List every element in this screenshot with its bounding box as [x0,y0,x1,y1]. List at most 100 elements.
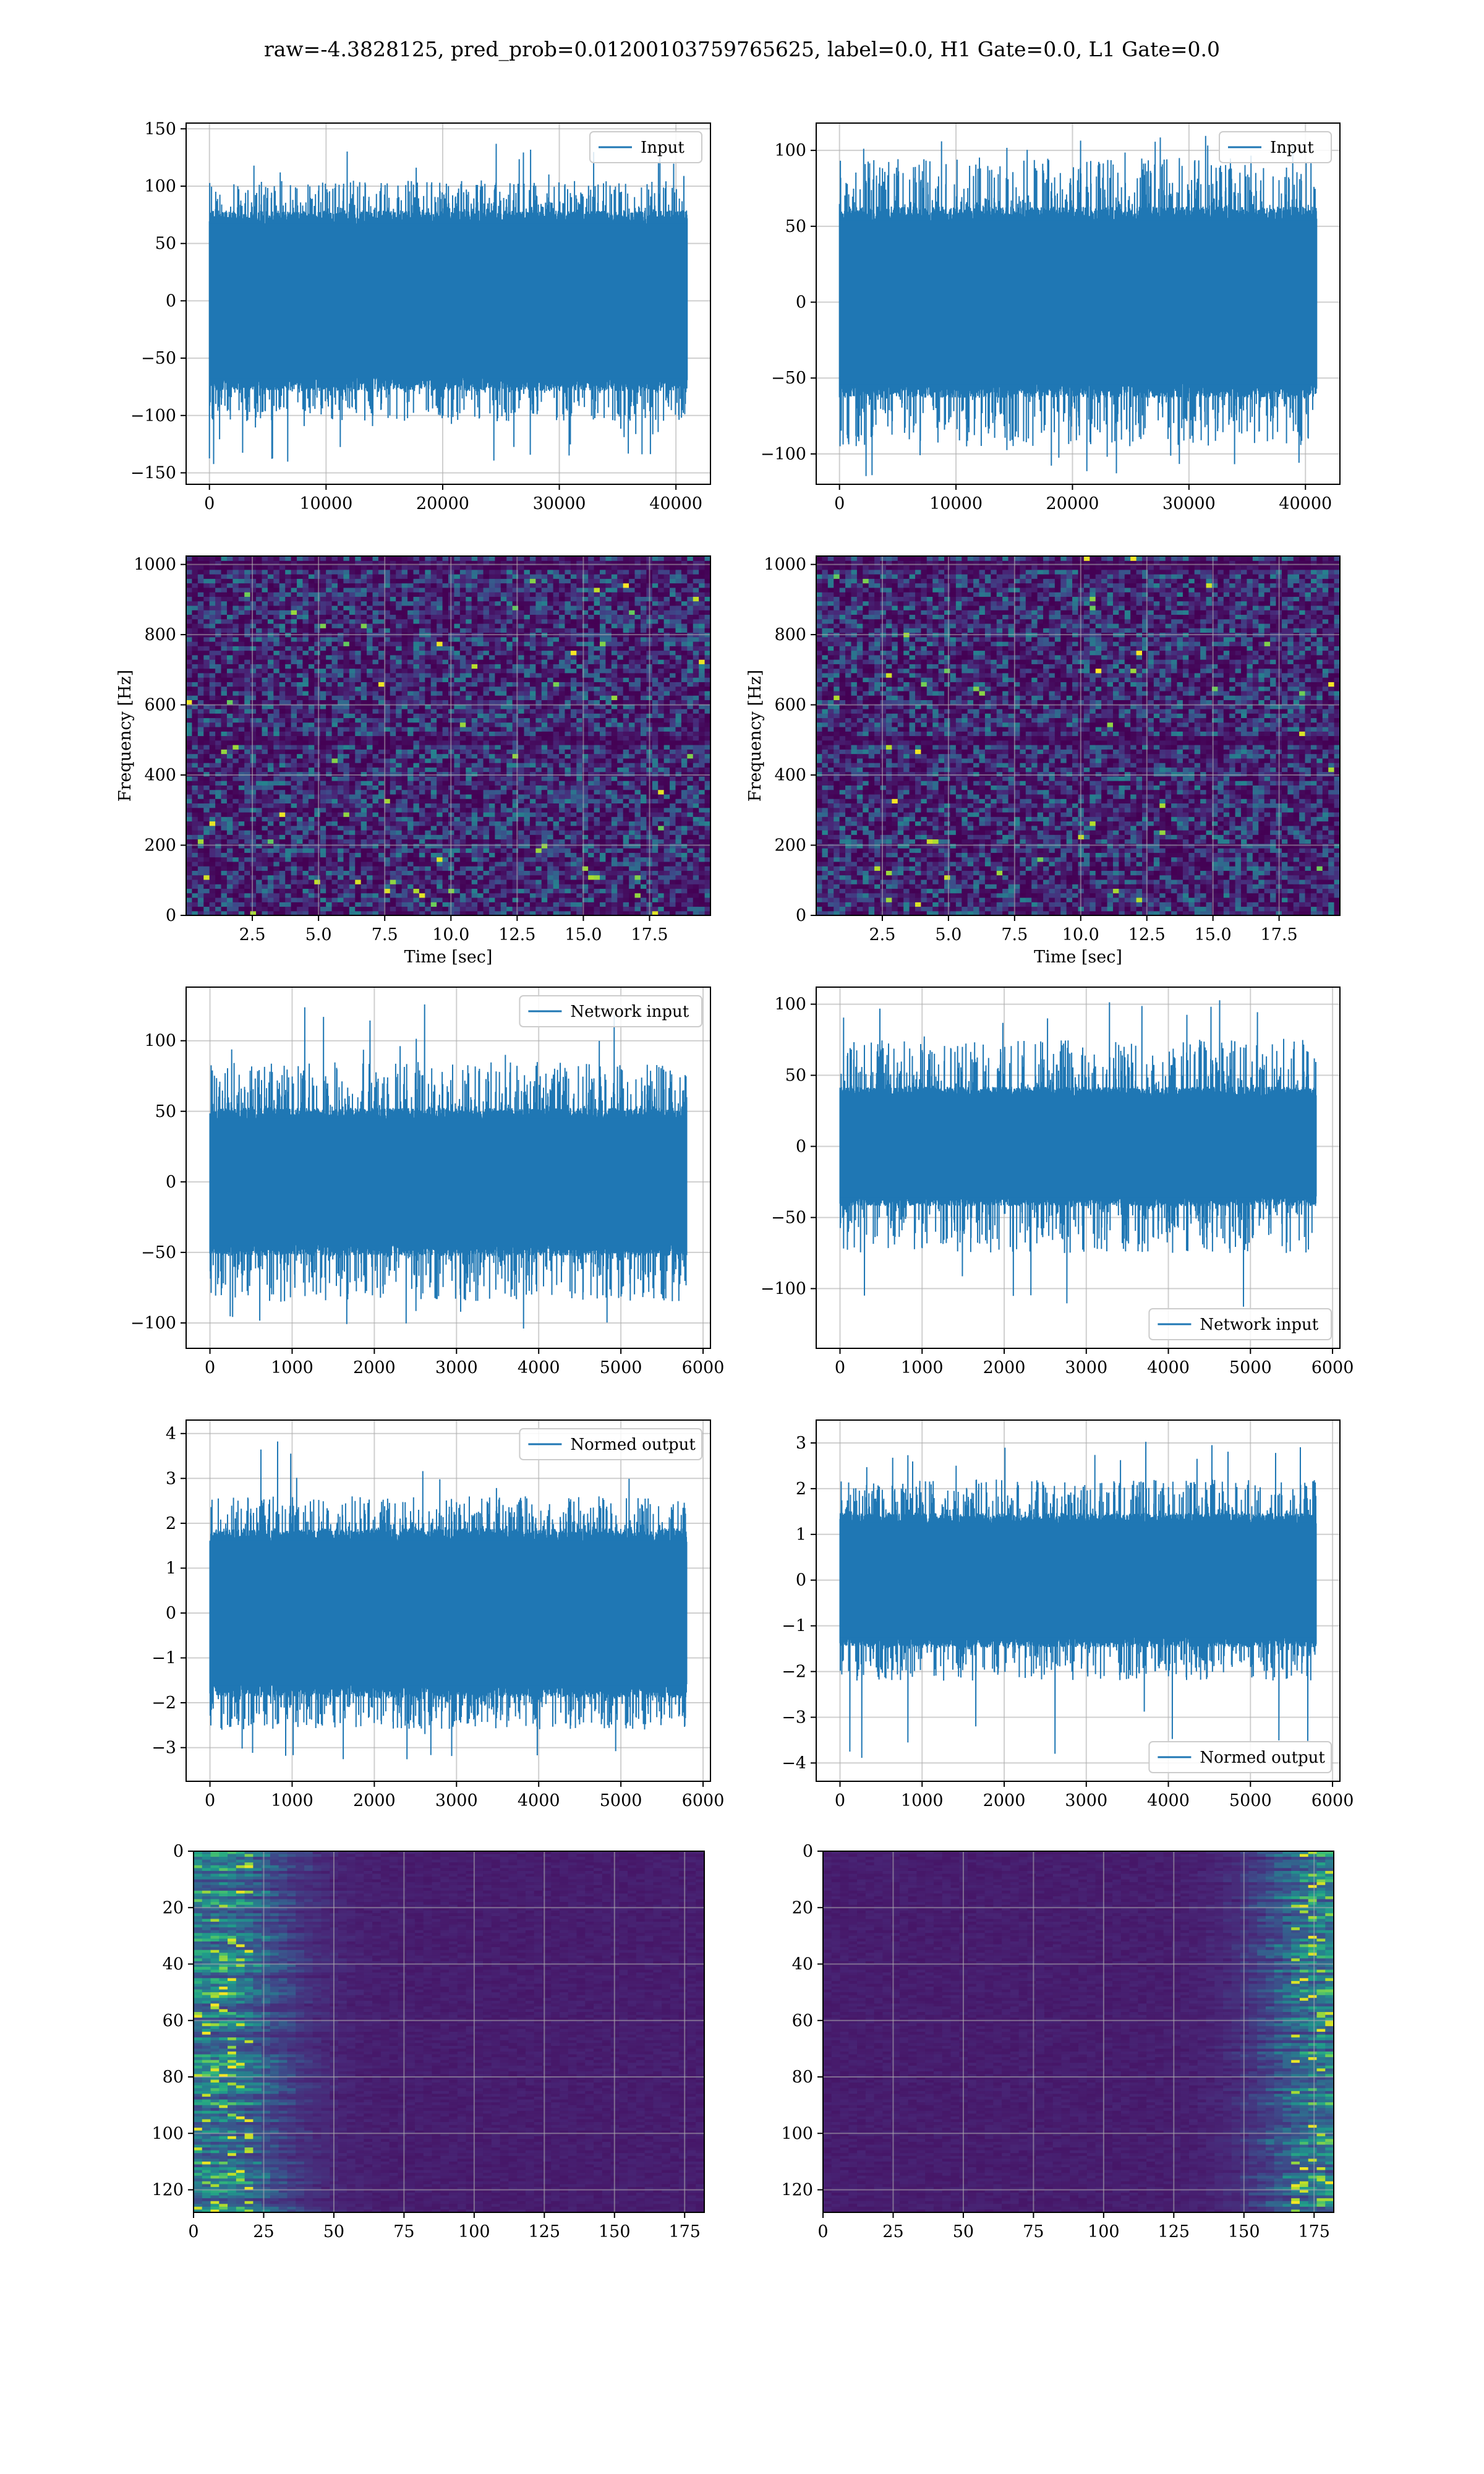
y-tick-label: −3 [151,1739,176,1758]
plot-area [816,123,1340,484]
subplot-r4c1: 0 25 50 75 100 125 150 175 0 20 40 60 80 100 120 [781,1842,1334,2241]
plot-area [816,987,1340,1348]
y-tick-label: −50 [771,369,806,388]
y-tick-label: −2 [151,1693,176,1713]
y-tick-label: 0 [803,1842,813,1861]
x-tick-label: 75 [393,2222,414,2241]
x-tick-label: 1000 [901,1791,944,1810]
y-tick-label: 40 [163,1955,184,1974]
plot-area [823,1851,1334,2212]
x-tick-label: 0 [188,2222,198,2241]
x-tick-label: 15.0 [565,925,602,944]
subplot-r3c1: Normed output 0 1000 2000 3000 4000 5000 6000 −4… [782,1419,1354,1810]
x-tick-label: 0 [835,1791,845,1810]
ticks: 0 1000 2000 3000 4000 5000 6000 −100 −50 0 50 100 [761,995,1354,1377]
x-tick-label: 0 [205,1791,215,1810]
y-tick-label: 100 [774,141,806,160]
x-tick-label: 1000 [271,1791,313,1810]
y-tick-label: 1 [796,1525,806,1544]
x-tick-label: 100 [1088,2222,1120,2241]
subplot-r0c1: Input 0 10000 20000 30000 40000 −100 −50 0 50 100 [761,122,1341,513]
plot-area [186,1420,710,1781]
legend-box [1148,1741,1333,1773]
x-tick-label: 75 [1023,2222,1044,2241]
x-tick-label: 5000 [1229,1358,1272,1377]
y-tick-label: 800 [144,625,176,644]
x-tick-label: 17.5 [1261,925,1298,944]
x-axis-label: Time [sec] [404,948,493,967]
x-tick-label: 2000 [353,1358,396,1377]
x-tick-label: 10000 [299,494,352,513]
ticks: 0 10000 20000 30000 40000 −100 −50 0 50 100 [761,141,1332,513]
y-tick-label: 60 [792,2011,813,2031]
y-tick-label: −150 [130,463,176,482]
y-tick-label: 1000 [764,555,806,575]
y-tick-label: −3 [782,1708,806,1727]
y-tick-label: 200 [774,836,806,855]
legend-label: Network input [1200,1316,1318,1334]
y-tick-label: −50 [141,349,176,368]
x-tick-label: 25 [882,2222,903,2241]
y-tick-label: −100 [130,406,176,426]
y-tick-label: 20 [792,1898,813,1917]
x-tick-label: 6000 [682,1791,725,1810]
legend-label: Input [641,139,684,157]
y-tick-label: −1 [782,1617,806,1636]
x-tick-label: 7.5 [372,925,398,944]
x-tick-label: 5.0 [935,925,962,944]
x-tick-label: 40000 [1279,494,1332,513]
x-tick-label: 40000 [649,494,702,513]
x-tick-label: 0 [834,494,845,513]
axes-frame [186,122,711,485]
y-tick-label: 40 [792,1955,813,1974]
y-tick-label: 400 [774,766,806,785]
legend-label: Input [1270,139,1314,157]
y-axis-label: Frequency [Hz] [116,670,135,802]
ticks: 2.5 5.0 7.5 10.0 12.5 15.0 17.5 0 200 400 600 800 10… [764,555,1297,944]
x-tick-label: 4000 [518,1791,560,1810]
y-tick-label: 20 [163,1898,184,1917]
y-tick-label: 4 [166,1424,176,1444]
x-tick-label: 2.5 [239,925,266,944]
x-tick-label: 7.5 [1001,925,1028,944]
x-tick-label: 6000 [682,1358,725,1377]
axes-frame [816,122,1341,485]
x-tick-label: 0 [204,494,215,513]
legend: Normed output [519,1428,703,1460]
x-tick-label: 175 [668,2222,701,2241]
legend-box [519,1428,703,1460]
x-tick-label: 4000 [518,1358,560,1377]
y-tick-label: −2 [782,1663,806,1682]
x-tick-label: 2000 [983,1358,1026,1377]
y-tick-label: 50 [785,1066,806,1085]
axes-frame [816,987,1341,1349]
x-tick-label: 20000 [1046,494,1099,513]
subplot-r4c0: 0 25 50 75 100 125 150 175 0 20 40 60 80 100 120 [151,1842,705,2241]
y-tick-label: −50 [141,1243,176,1262]
ticks: 0 1000 2000 3000 4000 5000 6000 −3 −2 −1 0 1 2 3 4 [151,1424,724,1810]
axes-frame [186,1419,711,1782]
subplot-r0c0: Input 0 10000 20000 30000 40000 −150 −100 −50 0 50… [130,119,711,513]
axes-frame [193,1851,705,2213]
y-tick-label: 0 [166,1173,176,1192]
y-tick-label: 0 [166,1604,176,1623]
grid-lines [186,556,710,915]
x-tick-label: 3000 [1065,1358,1107,1377]
heatmap-image [816,556,1340,915]
x-tick-label: 50 [953,2222,974,2241]
y-tick-label: 600 [144,696,176,715]
x-tick-label: 3000 [1065,1791,1107,1810]
y-tick-label: 50 [785,217,806,236]
heatmap-image [186,556,710,915]
y-tick-label: 800 [774,625,806,644]
y-tick-label: 2 [796,1479,806,1499]
x-tick-label: 5.0 [305,925,332,944]
x-tick-label: 1000 [901,1358,944,1377]
y-tick-label: 60 [163,2011,184,2031]
ticks: 0 10000 20000 30000 40000 −150 −100 −50 0 50 100 15… [130,119,702,513]
ticks: 0 25 50 75 100 125 150 175 0 20 40 60 80 100 120 [151,1842,701,2241]
plot-area [186,123,710,484]
y-tick-label: 50 [155,1102,176,1121]
x-tick-label: 0 [205,1358,215,1377]
